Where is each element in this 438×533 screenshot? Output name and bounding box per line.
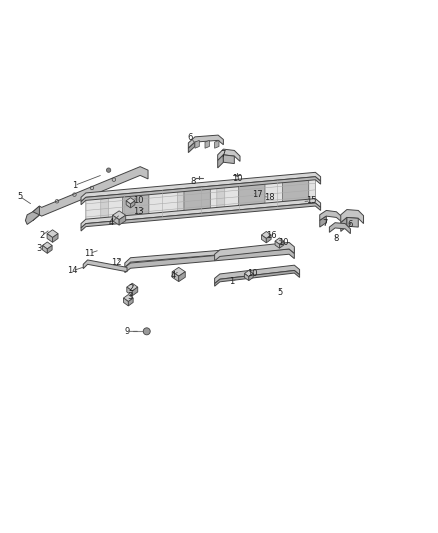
Text: 15: 15 [306,196,316,205]
Polygon shape [125,245,294,268]
Polygon shape [244,273,249,280]
Polygon shape [223,155,234,164]
Text: 4: 4 [109,218,114,227]
Polygon shape [329,223,350,233]
Polygon shape [86,177,315,223]
Polygon shape [261,235,266,243]
Polygon shape [249,273,253,280]
Polygon shape [347,217,358,227]
Polygon shape [215,243,294,261]
Polygon shape [177,189,185,214]
Text: 12: 12 [111,257,121,266]
Text: 10: 10 [247,269,257,278]
Text: 6: 6 [348,220,353,229]
Polygon shape [275,241,279,248]
Polygon shape [81,199,321,228]
Polygon shape [47,246,52,253]
Text: 3: 3 [127,292,133,301]
Text: 11: 11 [85,249,95,258]
Text: 13: 13 [133,207,143,216]
Circle shape [106,168,111,172]
Polygon shape [119,215,126,225]
Text: 7: 7 [220,150,225,159]
Polygon shape [239,181,265,210]
Text: 10: 10 [133,196,143,205]
Text: 18: 18 [264,193,275,202]
Polygon shape [215,140,219,148]
Polygon shape [261,231,271,238]
Polygon shape [42,246,47,253]
Polygon shape [320,216,326,227]
Text: 2: 2 [129,284,134,293]
Polygon shape [81,172,321,201]
Text: 3: 3 [37,245,42,254]
Text: 16: 16 [266,231,277,240]
Polygon shape [275,238,284,244]
Text: 1: 1 [230,277,235,286]
Polygon shape [205,140,209,148]
Polygon shape [47,230,58,238]
Polygon shape [101,197,109,222]
Text: 8: 8 [334,233,339,243]
Polygon shape [256,181,264,205]
Polygon shape [128,298,133,306]
Polygon shape [138,193,146,217]
Polygon shape [131,201,135,208]
Polygon shape [244,270,253,277]
Polygon shape [113,211,126,220]
Polygon shape [179,272,185,281]
Polygon shape [215,265,300,284]
Text: 17: 17 [252,190,263,199]
Polygon shape [132,287,138,296]
Text: 7: 7 [322,219,328,228]
Polygon shape [283,177,309,206]
Polygon shape [341,209,364,223]
Text: 1: 1 [72,181,77,190]
Polygon shape [320,211,342,222]
Polygon shape [127,283,138,291]
Text: 10: 10 [233,174,243,183]
Text: 8: 8 [190,176,195,185]
Polygon shape [42,242,52,249]
Polygon shape [291,177,299,201]
Text: 10: 10 [279,238,289,247]
Polygon shape [279,241,284,248]
Polygon shape [53,233,58,243]
Polygon shape [126,201,131,208]
Polygon shape [172,272,179,281]
Polygon shape [124,298,128,306]
Text: 5: 5 [17,192,22,201]
Polygon shape [184,186,210,215]
Polygon shape [123,192,149,220]
Text: 4: 4 [170,271,176,280]
Polygon shape [124,295,133,302]
Text: 14: 14 [67,266,78,276]
Polygon shape [188,135,223,148]
Polygon shape [195,140,199,148]
Polygon shape [33,167,148,221]
Polygon shape [113,215,119,225]
Polygon shape [218,149,240,161]
Text: 2: 2 [39,231,44,240]
Polygon shape [127,287,132,296]
Polygon shape [47,233,53,243]
Polygon shape [125,249,294,273]
Polygon shape [218,155,223,168]
Polygon shape [217,185,225,209]
Text: 9: 9 [124,327,130,336]
Circle shape [143,328,150,335]
Polygon shape [81,177,321,205]
Polygon shape [172,268,185,276]
Polygon shape [81,203,321,231]
Polygon shape [83,260,127,272]
Text: 5: 5 [278,288,283,297]
Polygon shape [266,235,271,243]
Polygon shape [25,212,39,224]
Polygon shape [126,198,135,204]
Polygon shape [341,217,347,231]
Polygon shape [33,206,39,221]
Text: 6: 6 [188,133,193,142]
Polygon shape [215,270,300,286]
Polygon shape [188,142,195,152]
